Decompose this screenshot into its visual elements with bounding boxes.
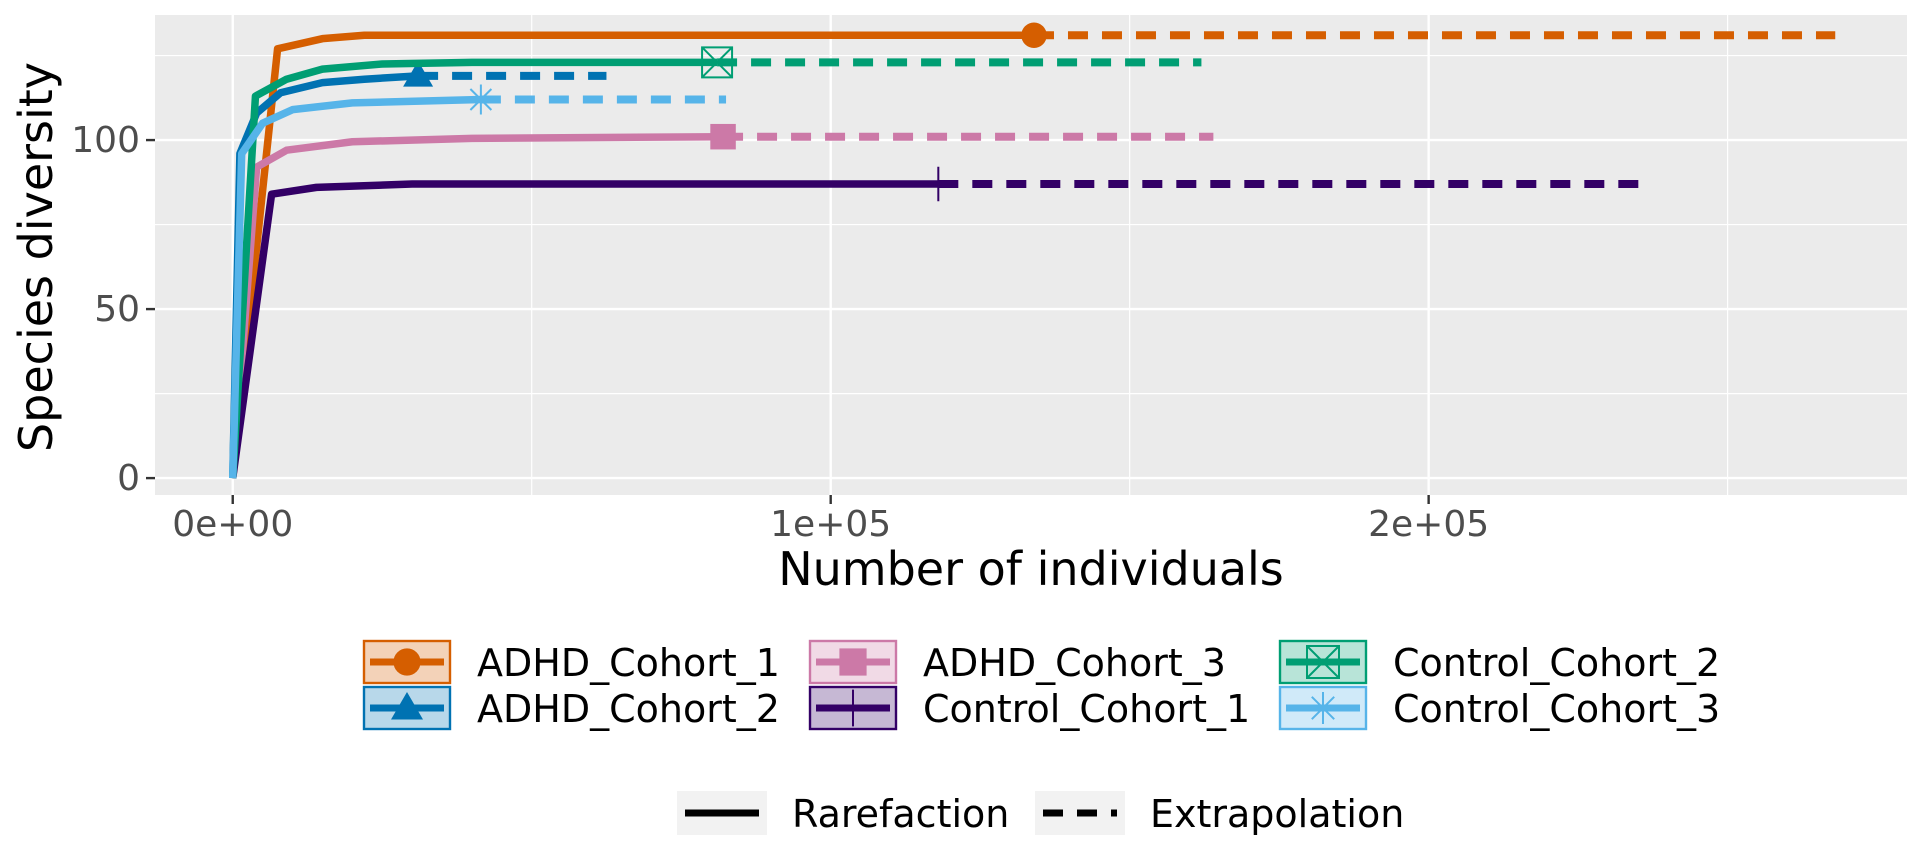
plus-marker [837,689,869,727]
rarefaction-line-control-cohort-2 [228,58,718,479]
linetype-item-extrapolation: Extrapolation [1035,791,1404,836]
series-legend: ADHD_Cohort_1ADHD_Cohort_2ADHD_Cohort_3C… [362,639,1720,731]
linetype-legend: Rarefaction Extrapolation [677,791,1404,836]
linetype-label-extrapolation: Extrapolation [1150,792,1404,836]
series-layer [228,22,1836,479]
legend-item-control-cohort-2: Control_Cohort_2 [1278,639,1720,685]
legend-item-control-cohort-3: Control_Cohort_3 [1278,685,1720,731]
triangle-marker [391,692,423,720]
legend-item-adhd-cohort-1: ADHD_Cohort_1 [362,639,780,685]
rarefaction-line-control-cohort-1 [229,180,939,479]
legend-key-control-cohort-2 [1278,639,1368,685]
legend-key-control-cohort-3 [1278,685,1368,731]
legend-key-adhd-cohort-2 [362,685,452,731]
legend-item-control-cohort-1: Control_Cohort_1 [808,685,1250,731]
y-tick-label: 50 [94,289,140,330]
legend-item-adhd-cohort-2: ADHD_Cohort_2 [362,685,780,731]
legend-key-control-cohort-1 [808,685,898,731]
asterisk-marker [465,84,496,115]
square-marker [839,648,867,676]
x-tick-label: 0e+00 [172,504,293,545]
boxed-x-marker [1306,645,1340,679]
x-axis-ticks: 0e+00 1e+05 2e+05 [172,495,1489,545]
boxed-x-marker [701,46,734,79]
series-adhd-cohort-1 [229,22,1836,479]
x-tick-label: 2e+05 [1368,504,1489,545]
circle-marker [393,648,421,676]
legend-key-adhd-cohort-3 [808,639,898,685]
y-tick-label: 0 [117,458,140,499]
minor-gridlines [155,15,1907,495]
legend-label-adhd-cohort-1: ADHD_Cohort_1 [477,641,780,685]
y-tick-label: 100 [71,120,140,161]
asterisk-marker [1307,692,1339,724]
square-marker [710,123,736,150]
linetype-item-rarefaction: Rarefaction [677,791,1009,836]
legend-label-adhd-cohort-2: ADHD_Cohort_2 [477,687,780,731]
y-axis-ticks: 0 50 100 [71,120,155,499]
series-control-cohort-2 [228,46,1202,479]
plot-panel [155,15,1907,495]
legend-label-adhd-cohort-3: ADHD_Cohort_3 [923,641,1226,685]
series-adhd-cohort-3 [228,123,1214,479]
legend-label-control-cohort-3: Control_Cohort_3 [1393,687,1720,731]
triangle-marker [403,60,434,87]
plus-marker [923,166,954,202]
x-tick-label: 1e+05 [770,504,891,545]
rarefaction-line-adhd-cohort-1 [229,31,1034,479]
x-axis-title: Number of individuals [778,542,1284,596]
linetype-label-rarefaction: Rarefaction [792,792,1009,836]
legend-key-adhd-cohort-1 [362,639,452,685]
circle-marker [1021,22,1047,49]
series-control-cohort-1 [229,166,1644,479]
series-control-cohort-3 [228,84,727,479]
rarefaction-line-control-cohort-3 [228,95,481,479]
rarefaction-line-adhd-cohort-3 [228,132,724,479]
y-axis-title: Species diversity [9,62,63,452]
legend-label-control-cohort-1: Control_Cohort_1 [923,687,1250,731]
legend-item-adhd-cohort-3: ADHD_Cohort_3 [808,639,1226,685]
legend-label-control-cohort-2: Control_Cohort_2 [1393,641,1720,685]
